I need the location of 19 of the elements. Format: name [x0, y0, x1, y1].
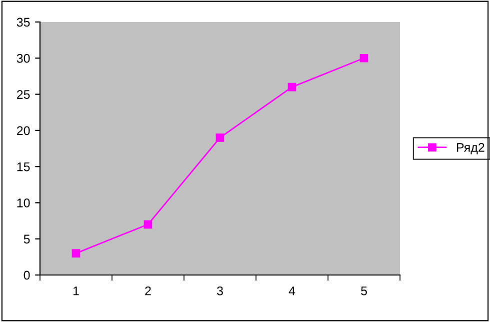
- x-tick-label: 1: [73, 286, 79, 296]
- y-tick-label: 25: [17, 90, 30, 99]
- y-tick-label: 10: [17, 198, 30, 208]
- y-tick-label: 35: [16, 18, 30, 27]
- point: [144, 220, 152, 229]
- x-tick-label: 3: [217, 286, 223, 296]
- y-tick-label: 0: [24, 270, 30, 280]
- x-tick-label: 4: [288, 286, 296, 296]
- y-tick-label: 5: [24, 234, 30, 244]
- point: [72, 249, 80, 258]
- y-tick-label: 20: [17, 126, 30, 136]
- y-tick-label: 30: [16, 54, 30, 63]
- point: [216, 133, 224, 142]
- legend-label: Ряд2: [456, 143, 484, 154]
- x-tick-label: 2: [145, 286, 151, 296]
- x-tick-label: 5: [361, 286, 367, 296]
- point: [360, 54, 368, 62]
- point: [288, 82, 296, 92]
- y-tick-label: 15: [17, 162, 30, 172]
